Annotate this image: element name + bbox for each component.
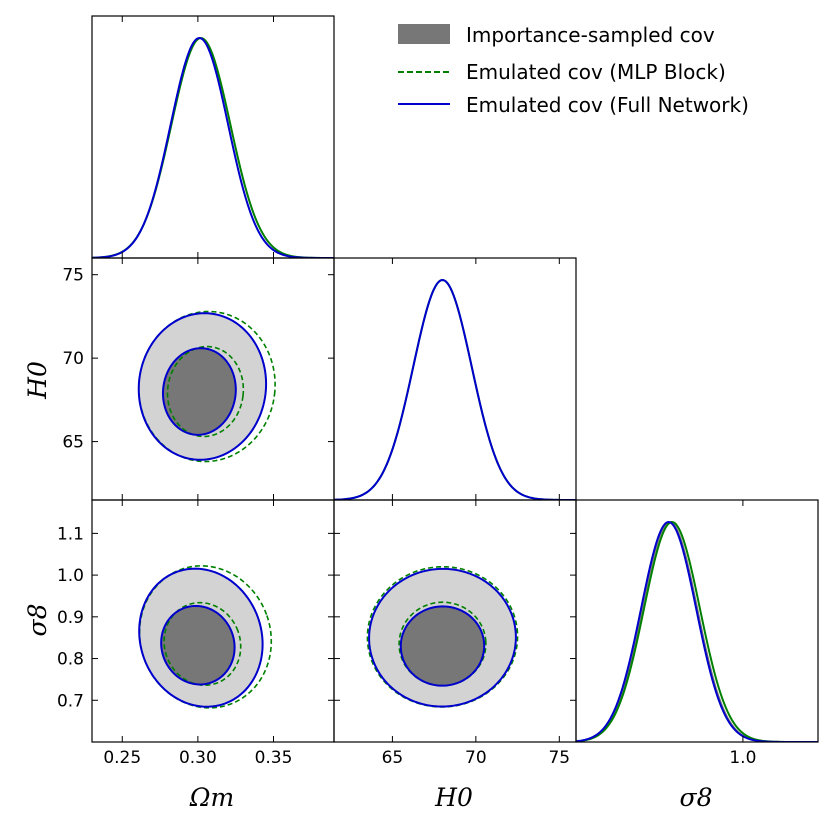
y-tick-label: 0.7	[57, 691, 84, 711]
y-axis-title-s8: σ8	[23, 604, 52, 637]
panel-s8-s8: 1.0	[575, 499, 819, 768]
legend-swatch-importance	[398, 24, 450, 44]
contour-importance-inner	[161, 605, 235, 685]
x-tick-label: 70	[465, 748, 487, 768]
legend-label-full: Emulated cov (Full Network)	[466, 93, 749, 117]
y-tick-label: 75	[62, 266, 84, 286]
panels: 65 70 75 0.25 0.30 0.35 0.7 0.8 0.9 1.0 1.1 65 70 75 1…	[57, 15, 819, 768]
marginal-curve-full	[576, 521, 818, 742]
x-axis-title-h0: H0	[434, 783, 473, 812]
panel-content	[366, 565, 519, 708]
panel-content	[334, 279, 576, 500]
contour-importance-inner	[162, 348, 236, 435]
panel-H0-H0	[333, 257, 577, 501]
marginal-curve-mlp	[334, 279, 576, 500]
panel-content	[138, 565, 273, 709]
x-axis-title-om: Ωm	[189, 783, 234, 812]
y-tick-label: 0.8	[57, 650, 84, 670]
y-tick-label: 1.0	[57, 566, 84, 586]
marginal-curve-mlp	[92, 36, 334, 258]
y-tick-label: 65	[62, 433, 84, 453]
panel-frame	[333, 257, 577, 501]
y-tick-label: 1.1	[57, 524, 84, 544]
marginal-curve-importance	[334, 279, 576, 500]
contour-mlp-inner	[166, 345, 245, 438]
panel-Om-s8: 0.25 0.30 0.35 0.7 0.8 0.9 1.0 1.1	[57, 499, 335, 768]
x-tick-label: 0.35	[255, 748, 293, 768]
contour-full-inner	[161, 347, 237, 436]
x-tick-label: 75	[548, 748, 570, 768]
panel-H0-s8: 65 70 75	[333, 499, 577, 768]
x-tick-label: 0.30	[179, 748, 217, 768]
contour-mlp-inner	[163, 601, 242, 687]
panel-Om-Om	[91, 15, 335, 259]
panel-Om-H0: 65 70 75	[62, 257, 335, 501]
contour-full-outer	[138, 567, 264, 708]
contour-full-outer	[368, 567, 517, 708]
legend-label-importance: Importance-sampled cov	[466, 23, 715, 47]
x-axis-title-s8: σ8	[680, 783, 713, 812]
y-axis-title-h0: H0	[23, 361, 52, 400]
contour-mlp-inner	[398, 601, 487, 687]
legend-label-mlp: Emulated cov (MLP Block)	[466, 60, 726, 84]
panel-content	[92, 36, 334, 258]
marginal-curve-full	[92, 36, 334, 258]
y-tick-label: 0.9	[57, 608, 84, 628]
panel-frame	[91, 15, 335, 259]
y-tick-label: 70	[62, 349, 84, 369]
panel-content	[576, 521, 818, 742]
contour-full-outer	[137, 312, 268, 461]
marginal-curve-full	[334, 279, 576, 500]
marginal-curve-importance	[576, 521, 818, 742]
x-tick-label: 1.0	[729, 748, 756, 768]
x-tick-label: 65	[382, 748, 404, 768]
contour-mlp-outer	[138, 565, 273, 709]
panel-content	[137, 310, 276, 463]
contour-mlp-outer	[366, 565, 519, 708]
legend: Importance-sampled cov Emulated cov (MLP…	[398, 23, 749, 117]
contour-full-inner	[399, 605, 486, 687]
marginal-curve-mlp	[576, 521, 818, 742]
panel-frame	[575, 499, 819, 743]
x-tick-label: 0.25	[103, 748, 141, 768]
contour-importance-inner	[400, 606, 485, 686]
marginal-curve-importance	[92, 37, 334, 258]
contour-full-inner	[160, 604, 236, 686]
